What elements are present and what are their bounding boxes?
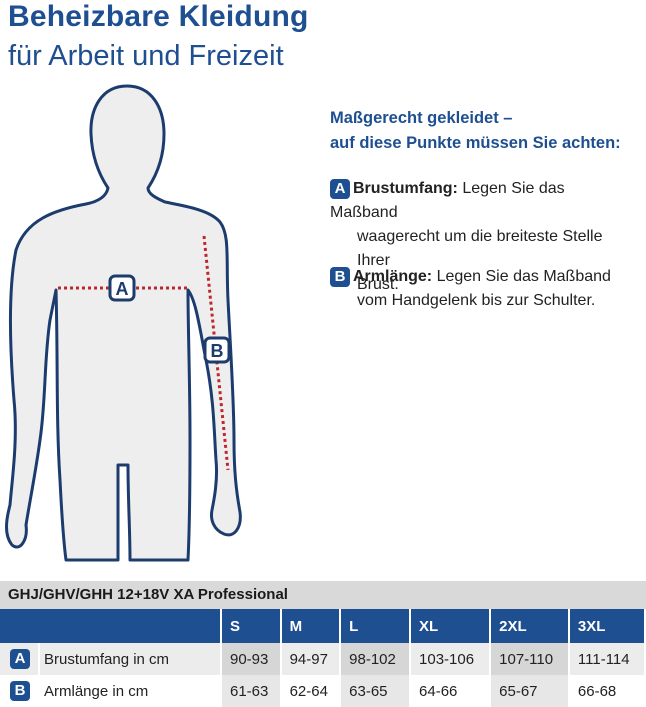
row-badge-cell: B [0,675,40,707]
table-cell: 107-110 [490,643,570,675]
badge-b: B [330,266,350,287]
size-header: 3XL [568,609,646,643]
row-badge-cell: A [0,643,40,675]
guide-point-arm: B Armlänge: Legen Sie das Maßband vom Han… [330,265,630,313]
point-text: Brust. [357,276,399,293]
svg-text:B: B [211,341,224,361]
point-name: Brustumfang: [353,180,458,197]
page-title: Beheizbare Kleidung [8,0,309,33]
point-text: vom Handgelenk bis zur Schulter. [357,292,596,309]
table-title: GHJ/GHV/GHH 12+18V XA Professional [0,581,646,609]
table-cell: 66-68 [568,675,646,707]
guide-heading: Maßgerecht gekleidet – auf diese Punkte … [330,106,621,156]
point-text: waagerecht um die breiteste Stelle Ihrer [357,228,603,269]
point-text: Legen Sie das Maßband [432,268,611,285]
table-header-label [0,609,222,643]
table-cell: 94-97 [280,643,342,675]
table-header-row: S M L XL 2XL 3XL [0,609,646,643]
table-cell: 103-106 [410,643,492,675]
badge-a: A [10,649,30,669]
guide-point-chest: A Brustumfang: Legen Sie das Maßband waag… [330,177,630,297]
size-header: L [340,609,412,643]
body-silhouette [5,84,242,562]
table-cell: 111-114 [568,643,646,675]
page-subtitle: für Arbeit und Freizeit [8,40,284,72]
size-header: 2XL [490,609,570,643]
table-cell: 98-102 [340,643,412,675]
table-row: A Brustumfang in cm 90-93 94-97 98-102 1… [0,643,646,675]
arm-marker: B [203,336,231,364]
body-figure: A B [5,84,242,562]
table-cell: 64-66 [410,675,492,707]
chest-marker: A [108,274,136,302]
badge-a: A [330,178,350,199]
table-cell: 63-65 [340,675,412,707]
size-header: XL [410,609,492,643]
table-cell: 62-64 [280,675,342,707]
size-grid: S M L XL 2XL 3XL A Brustumfang in cm 90-… [0,609,646,707]
point-name: Armlänge: [353,268,433,285]
row-label: Armlänge in cm [39,675,222,707]
guide-heading-line1: Maßgerecht gekleidet – [330,109,513,127]
point-text: Legen Sie das Maßband [330,180,565,221]
badge-b: B [10,681,30,701]
size-table: GHJ/GHV/GHH 12+18V XA Professional S M L… [0,581,646,707]
table-cell: 90-93 [221,643,282,675]
row-label: Brustumfang in cm [39,643,222,675]
svg-text:A: A [116,279,129,299]
guide-heading-line2: auf diese Punkte müssen Sie achten: [330,134,621,152]
size-header: S [221,609,282,643]
table-row: B Armlänge in cm 61-63 62-64 63-65 64-66… [0,675,646,707]
table-cell: 61-63 [221,675,282,707]
size-header: M [280,609,342,643]
table-cell: 65-67 [490,675,570,707]
